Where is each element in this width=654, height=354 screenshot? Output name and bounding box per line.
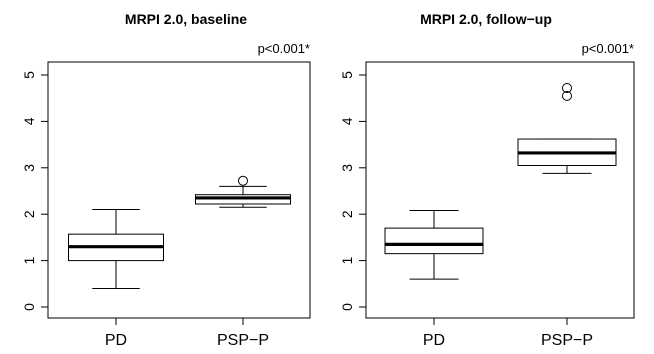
y-tick-label: 5: [21, 71, 37, 79]
y-tick-label: 2: [21, 210, 37, 218]
panel-follow-up: MRPI 2.0, follow−up p<0.001* 0 1 2 3 4 5 PD PSP…: [339, 11, 635, 349]
iqr-box: [384, 227, 484, 255]
y-tick-label: 4: [21, 117, 37, 125]
box-pd: [68, 209, 164, 289]
y-tick-label: 5: [339, 71, 355, 79]
plot-area: 0 1 2 3 4 5 PD PSP−P: [339, 61, 635, 349]
y-tick-label: 1: [339, 256, 355, 264]
chart-title: MRPI 2.0, follow−up: [420, 11, 552, 27]
x-tick-label: PD: [423, 332, 445, 349]
chart-title: MRPI 2.0, baseline: [125, 11, 247, 27]
y-tick-label: 2: [339, 210, 355, 218]
panel-baseline: MRPI 2.0, baseline p<0.001* 0 1 2 3 4 5 PD PSP−…: [21, 11, 311, 349]
plot-frame: [47, 61, 311, 319]
box-psp-p: [195, 175, 291, 208]
y-tick-label: 4: [339, 117, 355, 125]
plot-area: 0 1 2 3 4 5 PD PSP−P: [21, 61, 311, 349]
y-tick-label: 1: [21, 256, 37, 264]
y-tick-label: 0: [339, 303, 355, 311]
outlier-point: [562, 90, 572, 101]
y-tick-label: 3: [21, 164, 37, 172]
x-tick-label: PSP−P: [541, 332, 593, 349]
box-pd: [384, 209, 484, 280]
y-tick-label: 3: [339, 164, 355, 172]
box-psp-p: [517, 82, 617, 174]
y-tick-label: 0: [21, 303, 37, 311]
p-value-annotation: p<0.001*: [582, 41, 634, 56]
p-value-annotation: p<0.001*: [258, 41, 310, 56]
x-tick-label: PSP−P: [217, 332, 269, 349]
outlier-point: [238, 175, 248, 186]
plot-frame: [365, 61, 635, 319]
x-tick-label: PD: [105, 332, 127, 349]
outlier-point: [562, 82, 572, 93]
